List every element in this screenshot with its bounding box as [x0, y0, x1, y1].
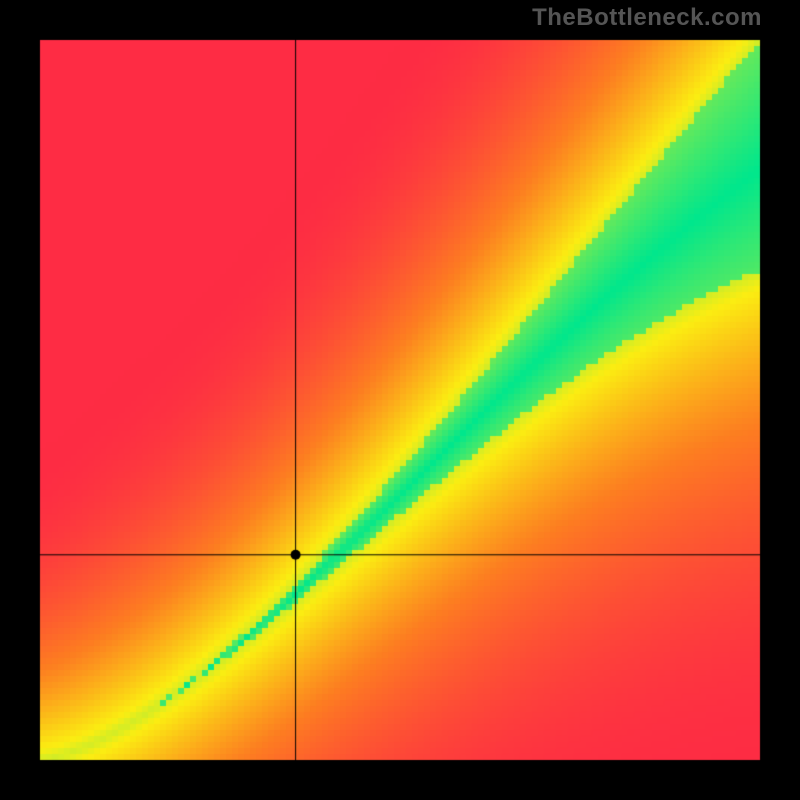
heatmap-canvas	[0, 0, 800, 800]
chart-container: TheBottleneck.com	[0, 0, 800, 800]
watermark-text: TheBottleneck.com	[532, 4, 762, 32]
